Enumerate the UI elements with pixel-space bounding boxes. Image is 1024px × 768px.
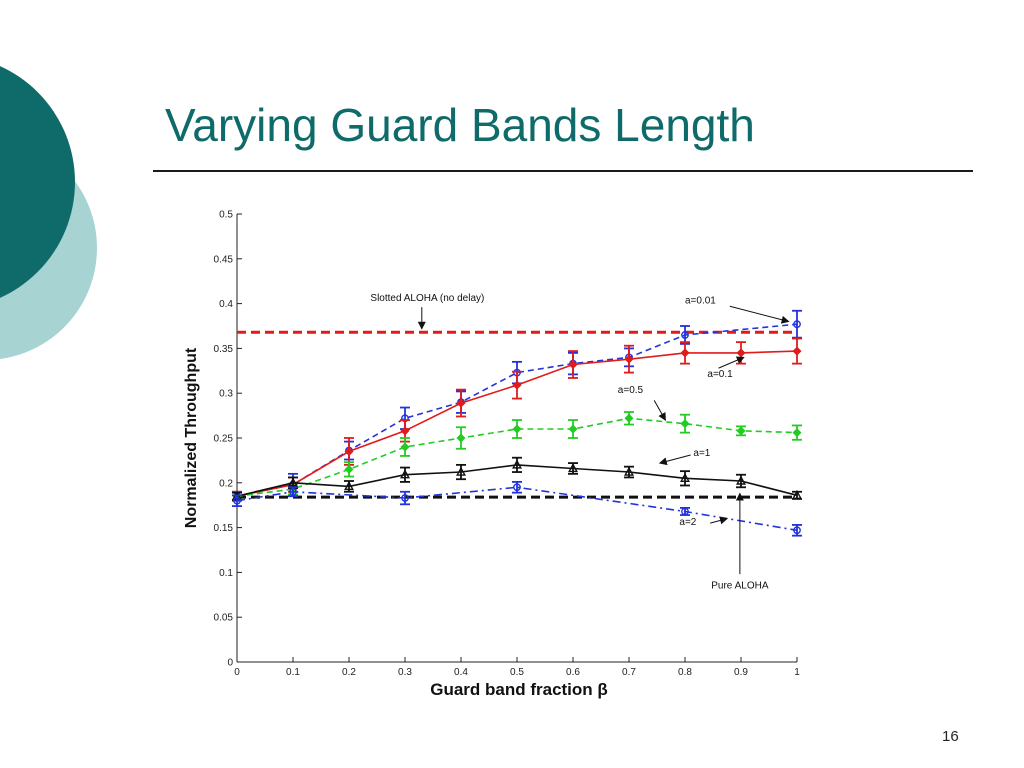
data-point [512,459,522,469]
title-divider [153,170,973,172]
data-point [680,472,690,483]
data-point [288,477,298,487]
series-a=2 [232,481,802,537]
data-point [624,466,634,476]
x-tick-label: 1 [794,667,800,678]
data-point [624,354,634,364]
annotation-label: a=2 [679,517,696,528]
y-tick-label: 0.45 [214,254,234,265]
series-line [236,323,798,497]
y-tick-label: 0.05 [214,613,234,624]
data-point [792,489,802,500]
annotation-arrow [718,356,745,369]
annotation-label: a=0.01 [685,296,716,307]
annotation-arrow [729,305,790,324]
y-tick-label: 0.4 [219,299,233,310]
data-point [680,419,690,429]
data-point [513,483,521,492]
slide-title: Varying Guard Bands Length [165,99,755,151]
data-point [792,428,802,438]
data-point [568,424,578,434]
series-a=1 [232,456,802,501]
data-point [793,320,801,329]
data-point [568,462,578,473]
y-tick-label: 0.15 [214,523,234,534]
data-point [344,446,354,456]
chart-series [232,309,802,537]
x-tick-label: 0.3 [398,667,412,678]
y-axis-label: Normalized Throughput [183,347,200,528]
decorative-circles [0,66,97,359]
data-point [792,346,802,356]
y-tick-label: 0.25 [214,434,234,445]
annotation-label: a=1 [693,448,710,459]
data-point [793,526,801,535]
data-point [736,348,746,358]
y-tick-label: 0.1 [219,568,233,579]
data-point [736,426,746,436]
x-tick-label: 0.7 [622,667,636,678]
x-tick-label: 0.8 [678,667,692,678]
data-point [344,480,354,491]
data-point [400,469,410,479]
slide-number: 16 [942,728,959,745]
x-tick-label: 0.1 [286,667,300,678]
data-point [681,331,689,339]
data-point [568,360,578,370]
decorative-dark-circle [0,66,75,298]
data-point [456,433,466,443]
y-tick-label: 0.3 [219,389,233,400]
throughput-chart: 0 0.1 0.2 0.3 0.4 0.5 0.6 0.7 0.8 0.9 1 0 0.05 0.1 0.1… [183,210,802,699]
annotation-arrow [658,454,691,466]
chart-annotations: Slotted ALOHA (no delay) a=0.01 a=0.1 a=0.5… [370,293,790,592]
data-point [400,442,410,452]
x-tick-label: 0.2 [342,667,356,678]
x-tick-label: 0.9 [734,667,748,678]
annotation-label: a=0.1 [707,369,733,380]
annotation-label: a=0.5 [618,385,644,396]
data-point [512,380,522,390]
reference-lines [237,330,797,499]
x-tick-label: 0.4 [454,667,468,678]
data-point [456,398,466,408]
y-tick-label: 0.2 [219,478,233,489]
x-tick-label: 0 [234,667,240,678]
series-a=0.5 [232,411,802,501]
y-tick-label: 0.5 [219,210,233,221]
y-tick-label: 0 [227,658,233,669]
data-point [233,496,241,505]
annotation-label: Slotted ALOHA (no delay) [370,293,484,304]
data-point [400,426,410,436]
x-axis-label: Guard band fraction β [430,680,608,699]
data-point [512,424,522,434]
x-tick-label: 0.6 [566,667,580,678]
data-point [680,348,690,358]
x-tick-label: 0.5 [510,667,524,678]
series-line [236,486,798,532]
data-point [289,487,297,496]
data-point [401,494,409,502]
data-point [344,464,354,474]
annotation-arrow [653,400,666,421]
data-point [736,475,746,485]
data-point [681,507,689,516]
chart-axes: 0 0.1 0.2 0.3 0.4 0.5 0.6 0.7 0.8 0.9 1 0 0.05 0.1 0.1… [214,210,801,679]
y-tick-label: 0.35 [214,344,234,355]
annotation-label: Pure ALOHA [711,581,769,592]
annotation-arrow [710,516,728,525]
data-point [456,466,466,476]
data-point [624,413,634,423]
